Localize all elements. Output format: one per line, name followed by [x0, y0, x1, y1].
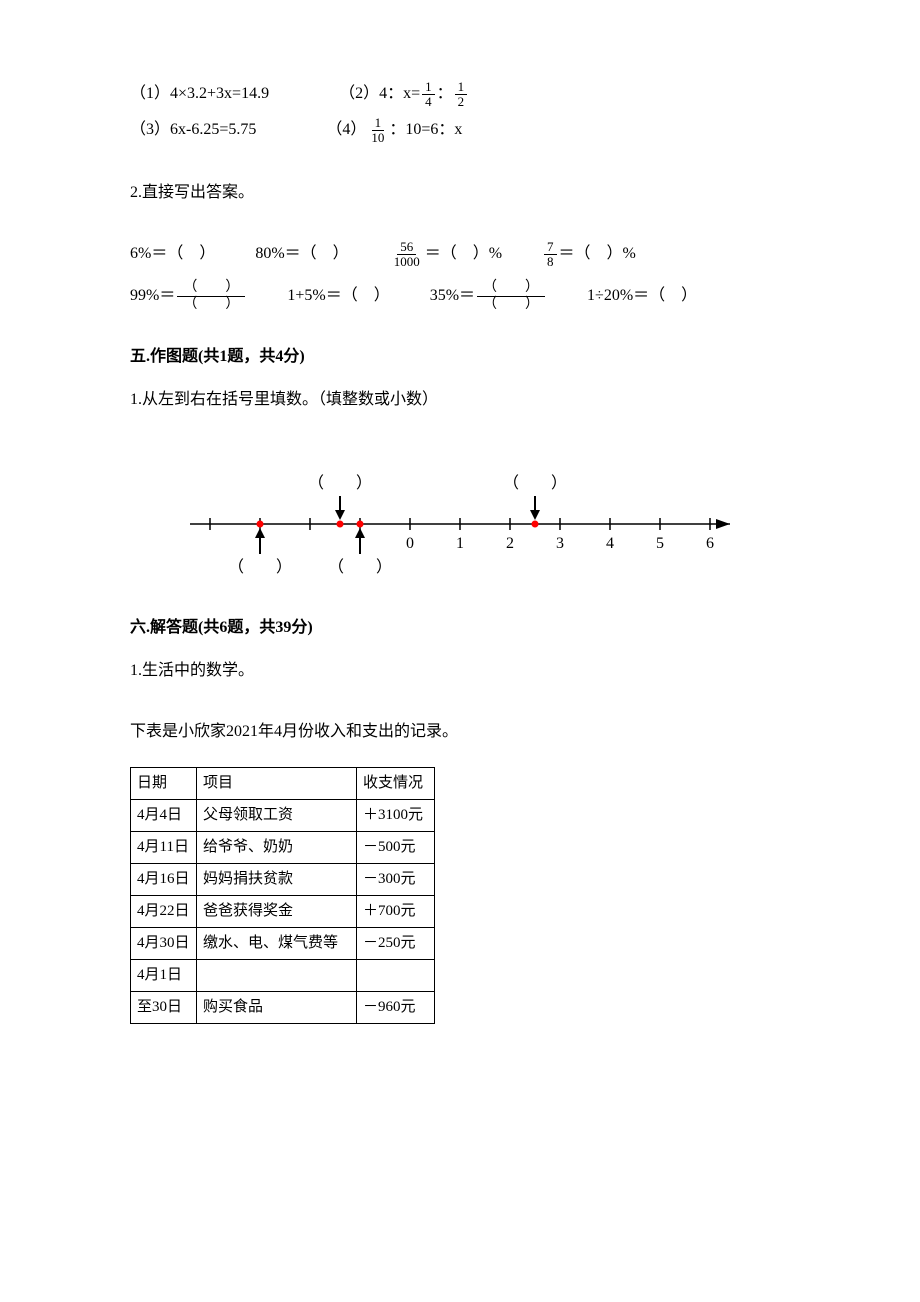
table-cell: 日期 [131, 767, 197, 799]
table-cell: 4月22日 [131, 895, 197, 927]
table-cell: 收支情况 [357, 767, 435, 799]
section-6-title: 六.解答题(共6题，共39分) [130, 614, 790, 643]
table-cell [197, 959, 357, 991]
equation-row-1: （1）4×3.2+3x=14.9 （2）4：x= 1 4 ： 1 2 [130, 80, 790, 110]
frac-den: 4 [422, 95, 435, 109]
table-row: 4月4日父母领取工资＋3100元 [131, 799, 435, 831]
table-cell: 缴水、电、煤气费等 [197, 927, 357, 959]
eq-3: （3）6x-6.25=5.75 [130, 116, 256, 146]
frac-den: 10 [368, 131, 387, 145]
number-line-diagram: 0 1 2 3 4 5 6 （ ） （ ） （ ） （ ） [170, 444, 750, 584]
table-row: 4月30日缴水、电、煤气费等－250元 [131, 927, 435, 959]
svg-text:2: 2 [506, 535, 514, 552]
conversion-row-2: 99%＝ （ ） （ ） 1+5%＝（ ） 35%＝ （ ） （ ） 1÷20%… [130, 280, 790, 313]
paren-den: （ ） [477, 297, 545, 313]
table-cell: 爸爸获得奖金 [197, 895, 357, 927]
section-6-q1: 1.生活中的数学。 [130, 657, 790, 686]
conv-7-8: 7 8 ＝（ ）% [542, 240, 636, 270]
frac-56-1000: 56 1000 [391, 240, 423, 270]
section-5-q1: 1.从左到右在括号里填数。（填整数或小数） [130, 386, 790, 415]
conv-80pct: 80%＝（ ） [255, 240, 348, 269]
frac-num: 1 [372, 116, 385, 131]
frac-num: 1 [422, 80, 435, 95]
conversion-row-1: 6%＝（ ） 80%＝（ ） 56 1000 ＝（ ）% 7 8 ＝（ ）% [130, 240, 790, 270]
svg-text:（ ）: （ ） [308, 474, 372, 492]
conv-c-suffix: ＝（ ）% [425, 240, 502, 269]
table-cell: 4月16日 [131, 863, 197, 895]
eq-2-frac2: 1 2 [455, 80, 468, 110]
eq-2-prefix: （2）4：x= [339, 80, 420, 109]
eq-4-prefix: （4） [326, 116, 366, 145]
conv-6pct: 6%＝（ ） [130, 240, 215, 269]
table-cell [357, 959, 435, 991]
section-6-q1b: 下表是小欣家2021年4月份收入和支出的记录。 [130, 718, 790, 747]
table-row: 4月22日爸爸获得奖金＋700元 [131, 895, 435, 927]
table-cell: －250元 [357, 927, 435, 959]
svg-text:（ ）: （ ） [503, 474, 567, 492]
svg-text:4: 4 [606, 535, 614, 552]
conv-35-prefix: 35%＝ [430, 282, 475, 311]
number-line-svg: 0 1 2 3 4 5 6 （ ） （ ） （ ） （ ） [170, 444, 750, 584]
table-cell: 4月11日 [131, 831, 197, 863]
paren-frac: （ ） （ ） [477, 280, 545, 313]
table-row: 日期项目收支情况 [131, 767, 435, 799]
eq-4-frac: 1 10 [368, 116, 387, 146]
table-cell: 4月30日 [131, 927, 197, 959]
conv-1plus5pct: 1+5%＝（ ） [287, 282, 389, 311]
conv-99-prefix: 99%＝ [130, 282, 175, 311]
eq-2: （2）4：x= 1 4 ： 1 2 [339, 80, 469, 110]
table-row: 至30日购买食品－960元 [131, 991, 435, 1023]
conv-99pct: 99%＝ （ ） （ ） [130, 280, 247, 313]
svg-text:1: 1 [456, 535, 464, 552]
table-cell: －500元 [357, 831, 435, 863]
svg-text:6: 6 [706, 535, 714, 552]
svg-text:（ ）: （ ） [328, 558, 392, 576]
conv-56-1000: 56 1000 ＝（ ）% [389, 240, 502, 270]
table-cell: 购买食品 [197, 991, 357, 1023]
frac-7-8: 7 8 [544, 240, 557, 270]
conv-35pct: 35%＝ （ ） （ ） [430, 280, 547, 313]
table-cell: 父母领取工资 [197, 799, 357, 831]
section-5-title: 五.作图题(共1题，共4分) [130, 343, 790, 372]
table-cell: ＋700元 [357, 895, 435, 927]
table-cell: 给爷爷、奶奶 [197, 831, 357, 863]
svg-text:3: 3 [556, 535, 564, 552]
table-cell: 4月4日 [131, 799, 197, 831]
frac-den: 8 [544, 255, 557, 269]
frac-den: 2 [455, 95, 468, 109]
conv-1div20pct: 1÷20%＝（ ） [587, 282, 697, 311]
table-cell: 项目 [197, 767, 357, 799]
frac-num: 1 [455, 80, 468, 95]
question-2-title: 2.直接写出答案。 [130, 179, 790, 208]
eq-2-mid: ： [437, 80, 453, 109]
svg-text:5: 5 [656, 535, 664, 552]
conv-d-suffix: ＝（ ）% [559, 240, 636, 269]
table-row: 4月11日给爷爷、奶奶－500元 [131, 831, 435, 863]
frac-num: 56 [397, 240, 416, 255]
income-expense-table: 日期项目收支情况4月4日父母领取工资＋3100元4月11日给爷爷、奶奶－500元… [130, 767, 435, 1024]
equation-row-2: （3）6x-6.25=5.75 （4） 1 10 ：10=6：x [130, 116, 790, 146]
paren-frac: （ ） （ ） [177, 280, 245, 313]
table-cell: 至30日 [131, 991, 197, 1023]
eq-4-suffix: ：10=6：x [389, 116, 462, 145]
table-cell: 4月1日 [131, 959, 197, 991]
eq-1: （1）4×3.2+3x=14.9 [130, 80, 269, 110]
table-cell: －300元 [357, 863, 435, 895]
table-cell: 妈妈捐扶贫款 [197, 863, 357, 895]
table-cell: －960元 [357, 991, 435, 1023]
eq-4: （4） 1 10 ：10=6：x [326, 116, 462, 146]
paren-den: （ ） [177, 297, 245, 313]
svg-text:0: 0 [406, 535, 414, 552]
frac-num: 7 [544, 240, 557, 255]
eq-2-frac1: 1 4 [422, 80, 435, 110]
paren-num: （ ） [477, 280, 545, 297]
paren-num: （ ） [177, 280, 245, 297]
table-row: 4月1日 [131, 959, 435, 991]
frac-den: 1000 [391, 255, 423, 269]
table-row: 4月16日妈妈捐扶贫款－300元 [131, 863, 435, 895]
svg-text:（ ）: （ ） [228, 558, 292, 576]
table-cell: ＋3100元 [357, 799, 435, 831]
